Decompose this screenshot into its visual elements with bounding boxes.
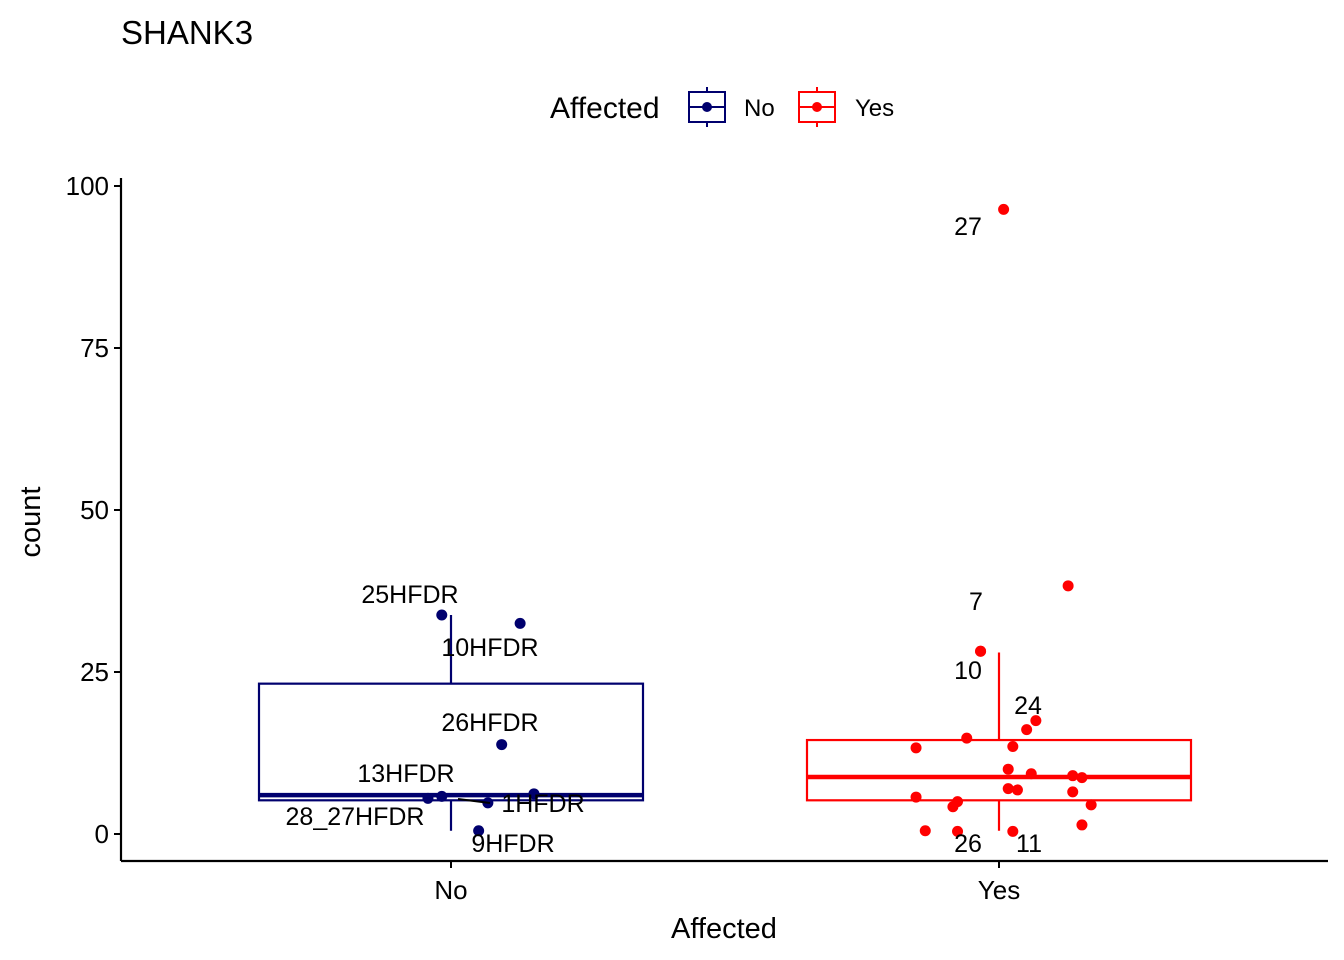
data-point	[1067, 786, 1079, 798]
data-point	[422, 792, 434, 804]
data-point	[1025, 768, 1037, 780]
data-point	[1062, 580, 1074, 592]
data-point	[910, 791, 922, 803]
point-label: 1HFDR	[501, 790, 584, 818]
data-point	[998, 203, 1010, 215]
axes: 0 25 50 75 100 No Yes	[66, 171, 1328, 905]
legend-label-no: No	[744, 95, 775, 122]
data-point	[1076, 819, 1088, 831]
legend-point	[702, 102, 712, 112]
point-label: 24	[1014, 692, 1042, 720]
legend: Affected No Yes	[550, 87, 894, 127]
data-point	[1011, 784, 1023, 796]
point-label: 28_27HFDR	[286, 803, 425, 831]
data-point	[919, 825, 931, 837]
data-point	[947, 801, 959, 813]
data-point	[1067, 770, 1079, 782]
legend-label-yes: Yes	[855, 95, 894, 122]
point-label: 26	[954, 830, 982, 858]
data-point	[952, 825, 964, 837]
data-point	[514, 617, 526, 629]
point-label: 10HFDR	[441, 634, 538, 662]
data-point	[1021, 724, 1033, 736]
y-tick-label: 50	[80, 495, 109, 525]
legend-point	[812, 102, 822, 112]
plot-area: 25HFDR 10HFDR 26HFDR 13HFDR 1HFDR 28_27HFDR 9H…	[257, 203, 1193, 858]
x-tick-label: No	[434, 875, 467, 905]
data-point	[1085, 799, 1097, 811]
box	[805, 738, 1193, 802]
data-point	[436, 609, 448, 621]
box-group-no	[257, 609, 645, 837]
data-point	[975, 645, 987, 657]
point-label: 26HFDR	[441, 709, 538, 737]
data-point	[436, 790, 448, 802]
point-label: 11	[1016, 830, 1042, 858]
y-tick-label: 75	[80, 333, 109, 363]
x-tick-label: Yes	[978, 875, 1020, 905]
data-point	[1076, 772, 1088, 784]
data-point	[473, 825, 485, 837]
point-labels: 25HFDR 10HFDR 26HFDR 13HFDR 1HFDR 28_27HFDR 9H…	[286, 213, 1042, 858]
y-tick-label: 0	[95, 819, 109, 849]
x-axis-title: Affected	[671, 913, 777, 945]
point-label: 27	[954, 213, 982, 241]
legend-key-yes	[798, 87, 836, 127]
y-tick-label: 100	[66, 171, 109, 201]
chart-title: SHANK3	[121, 14, 253, 51]
box	[257, 682, 645, 802]
point-label: 9HFDR	[471, 830, 554, 858]
data-point	[1007, 825, 1019, 837]
y-tick-label: 25	[80, 657, 109, 687]
legend-title: Affected	[550, 92, 660, 125]
data-point	[1030, 715, 1042, 727]
data-point	[528, 788, 540, 800]
label-connector	[457, 798, 491, 804]
point-label: 10	[954, 657, 982, 685]
data-point	[1002, 763, 1014, 775]
point-label: 13HFDR	[357, 760, 454, 788]
data-point	[496, 739, 508, 751]
point-label: 7	[969, 588, 983, 616]
legend-key-no	[688, 87, 726, 127]
data-point	[910, 742, 922, 754]
data-point	[961, 732, 973, 744]
box-group-yes	[805, 203, 1193, 837]
y-axis-title: count	[15, 487, 47, 558]
data-point	[1002, 783, 1014, 795]
point-label: 25HFDR	[361, 581, 458, 609]
data-point	[1007, 741, 1019, 753]
